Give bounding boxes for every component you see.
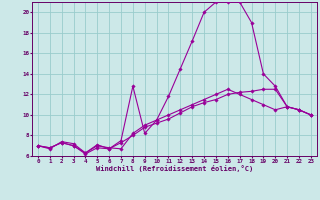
- X-axis label: Windchill (Refroidissement éolien,°C): Windchill (Refroidissement éolien,°C): [96, 165, 253, 172]
